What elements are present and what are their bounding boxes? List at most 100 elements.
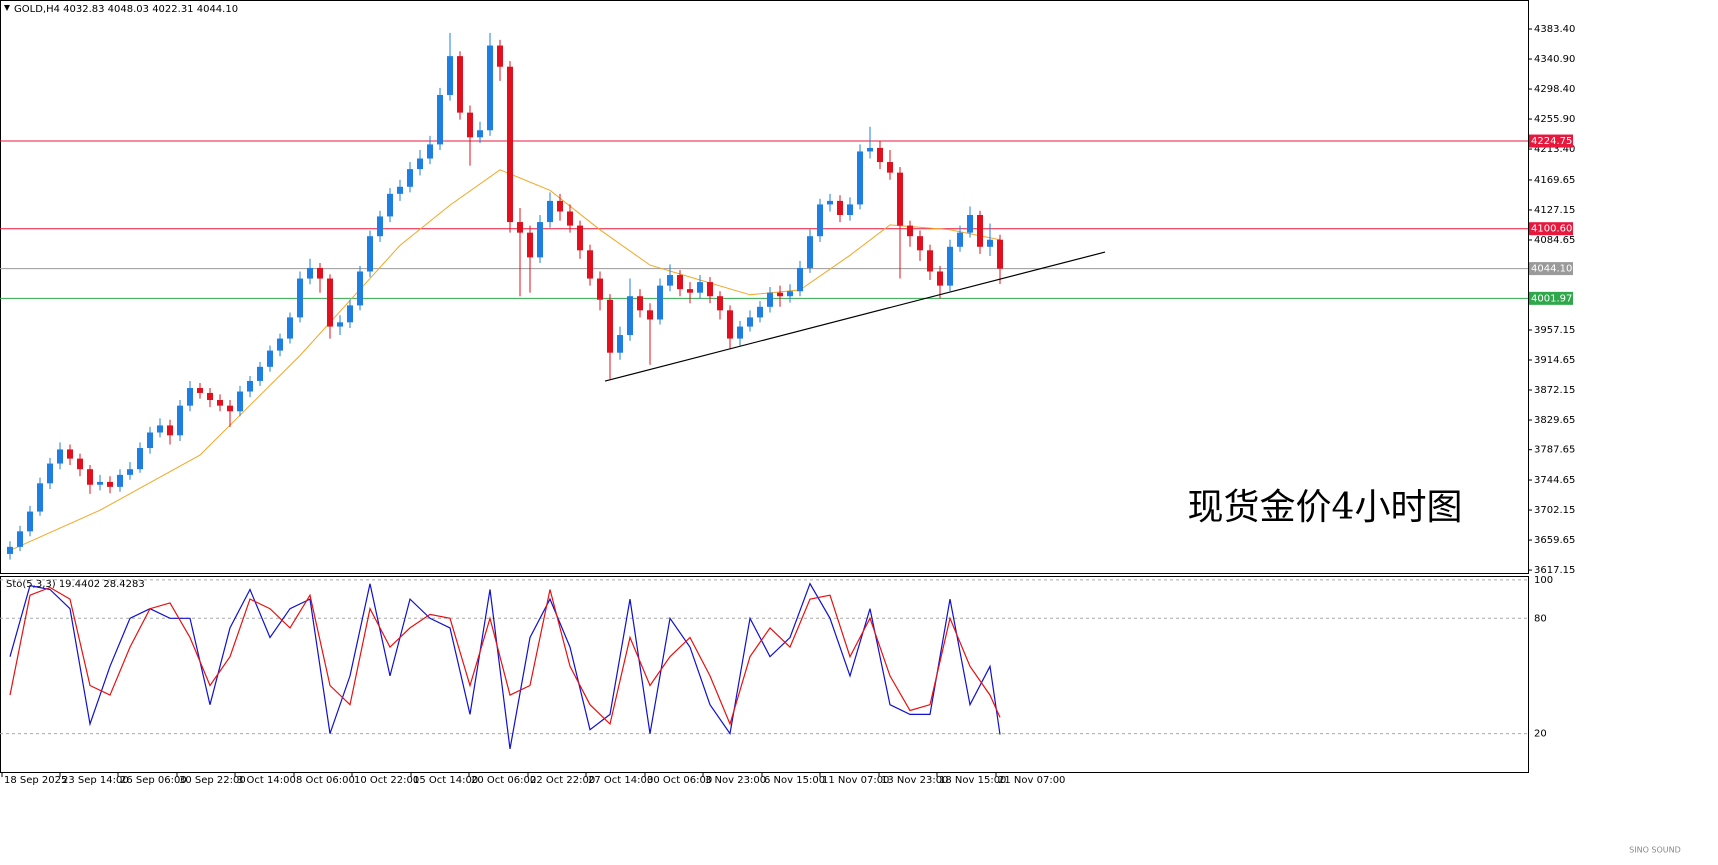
stoch-line (9, 586, 1001, 726)
candle-body (887, 162, 893, 173)
stoch-tick-label: 100 (1534, 575, 1553, 586)
chart-title: GOLD,H4 4032.83 4048.03 4022.31 4044.10 (14, 4, 238, 15)
candle-body (137, 448, 143, 470)
y-tick-label: 4084.65 (1534, 235, 1575, 246)
y-tick-label: 3744.65 (1534, 475, 1575, 486)
candle-body (27, 511, 33, 532)
level-label: 4224.75 (1531, 136, 1572, 147)
candle-body (207, 392, 213, 401)
y-tick-label: 4169.65 (1534, 175, 1575, 186)
candle-body (977, 215, 983, 247)
candle-body (67, 449, 73, 459)
candle-body (277, 338, 283, 351)
x-tick-label: 21 Nov 07:00 (998, 775, 1065, 786)
x-tick-label: 30 Oct 06:00 (647, 775, 712, 786)
y-tick-label: 4383.40 (1534, 24, 1575, 35)
candle-body (407, 169, 413, 187)
y-tick-label: 4340.90 (1534, 54, 1575, 65)
y-tick-label: 3829.65 (1534, 415, 1575, 426)
candle-body (517, 222, 523, 233)
candle-body (917, 236, 923, 251)
candle-body (607, 299, 613, 353)
candle-body (717, 296, 723, 311)
candle-body (347, 305, 353, 323)
candle-body (967, 215, 973, 233)
candle-body (597, 278, 603, 300)
level-label: 4100.60 (1531, 224, 1572, 235)
candle-body (237, 391, 243, 412)
candle-body (387, 193, 393, 217)
x-tick-label: 30 Sep 22:00 (179, 775, 246, 786)
candle-body (47, 463, 53, 484)
candle-body (217, 400, 223, 406)
candle-body (257, 366, 263, 381)
candle-body (307, 267, 313, 279)
candle-body (557, 200, 563, 212)
candle-body (497, 45, 503, 67)
candle-body (627, 296, 633, 336)
candle-body (987, 239, 993, 247)
level-label-box (1529, 291, 1573, 305)
moving-average (9, 169, 1001, 551)
x-tick-label: 20 Oct 06:00 (471, 775, 536, 786)
candle-body (817, 204, 823, 237)
x-tick-label: 10 Oct 22:00 (354, 775, 419, 786)
candle-body (87, 469, 93, 485)
x-tick-label: 26 Sep 06:00 (120, 775, 187, 786)
level-label: 4044.10 (1531, 264, 1572, 275)
candle-body (477, 130, 483, 138)
watermark: SINO SOUND (1629, 846, 1681, 855)
candle-body (847, 204, 853, 216)
candle-body (937, 271, 943, 286)
candle-body (537, 222, 543, 258)
candle-body (487, 45, 493, 131)
candle-body (777, 292, 783, 297)
candle-body (337, 322, 343, 327)
candle-body (37, 483, 43, 512)
candle-body (587, 250, 593, 279)
x-tick-label: 23 Sep 14:00 (62, 775, 129, 786)
candle-body (637, 296, 643, 311)
candle-body (677, 275, 683, 290)
candle-body (877, 147, 883, 163)
candle-body (997, 239, 1003, 269)
x-tick-label: 18 Sep 2025 (4, 775, 67, 786)
candle-body (157, 425, 163, 433)
candle-body (867, 147, 873, 152)
candle-body (267, 350, 273, 367)
x-tick-label: 13 Nov 23:00 (881, 775, 948, 786)
y-tick-label: 3787.65 (1534, 445, 1575, 456)
candle-body (837, 200, 843, 216)
y-tick-label: 3914.65 (1534, 355, 1575, 366)
candle-body (467, 112, 473, 138)
candle-body (317, 267, 323, 279)
candle-body (807, 236, 813, 268)
y-tick-label: 4298.40 (1534, 84, 1575, 95)
candle-body (697, 282, 703, 293)
y-tick-label: 3659.65 (1534, 535, 1575, 546)
indicator-panel (0, 576, 1529, 773)
x-tick-label: 18 Nov 15:00 (939, 775, 1006, 786)
candle-body (77, 458, 83, 470)
level-label-box (1529, 222, 1573, 236)
candle-body (377, 216, 383, 237)
candle-body (97, 481, 103, 485)
y-tick-label: 4255.90 (1534, 114, 1575, 125)
candle-body (787, 291, 793, 297)
candle-body (397, 186, 403, 194)
indicator-label: Sto(5,3,3) 19.4402 28.4283 (6, 579, 145, 590)
x-tick-label: 22 Oct 22:00 (530, 775, 595, 786)
candle-body (757, 306, 763, 318)
candle-body (127, 469, 133, 475)
stoch-tick-label: 80 (1534, 613, 1547, 624)
candle-body (667, 275, 673, 286)
x-tick-label: 15 Oct 14:00 (413, 775, 478, 786)
candle-body (727, 310, 733, 339)
symbol-icon (4, 5, 10, 11)
candle-body (827, 200, 833, 205)
candle-body (737, 326, 743, 339)
level-label-box (1529, 262, 1573, 276)
candle-body (577, 225, 583, 251)
candle-body (167, 425, 173, 436)
